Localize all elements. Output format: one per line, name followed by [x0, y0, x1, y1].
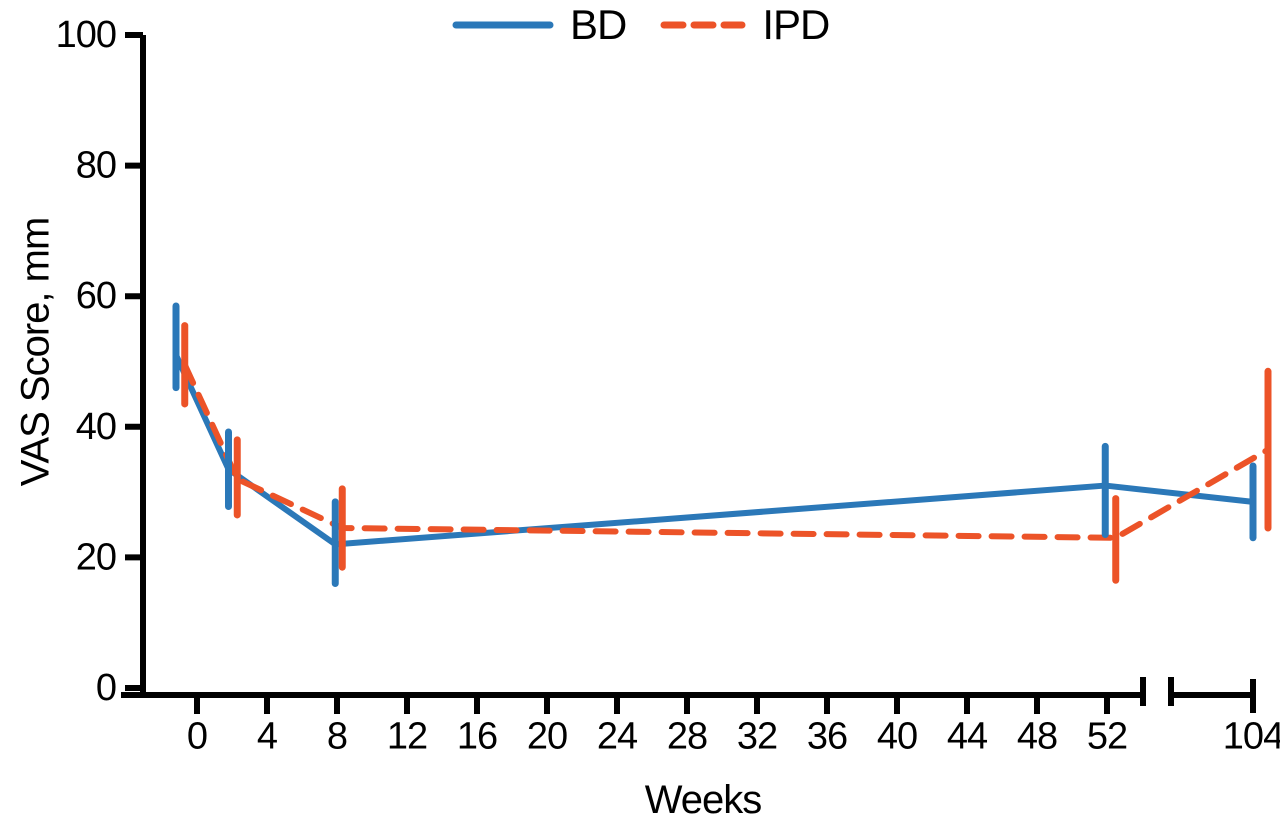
legend-label-bd: BD	[570, 1, 627, 48]
y-tick-label: 80	[76, 145, 116, 187]
x-tick-label: 36	[807, 715, 847, 757]
x-tick-label: 32	[737, 715, 777, 757]
y-tick-label: 0	[96, 667, 116, 709]
x-tick-label: 48	[1017, 715, 1057, 757]
x-tick-label: 8	[327, 715, 347, 757]
legend-item-bd: BD	[452, 1, 627, 48]
legend-item-ipd: IPD	[660, 1, 830, 48]
x-tick-label: 4	[257, 715, 278, 757]
y-tick-label: 100	[56, 14, 116, 56]
y-tick-label: 40	[76, 406, 116, 448]
x-tick-label: 44	[947, 715, 988, 757]
x-tick-label: 28	[667, 715, 707, 757]
y-tick-label: 20	[76, 536, 116, 578]
x-tick-label: 0	[187, 715, 207, 757]
x-tick-label: 40	[877, 715, 917, 757]
x-tick-label: 16	[457, 715, 497, 757]
legend-label-ipd: IPD	[762, 1, 830, 48]
legend: BD IPD	[452, 1, 830, 48]
x-tick-label: 24	[597, 715, 638, 757]
x-tick-label: 52	[1087, 715, 1127, 757]
x-tick-label: 104	[1223, 715, 1280, 757]
y-tick-label: 60	[76, 275, 116, 317]
x-tick-label: 20	[527, 715, 567, 757]
y-axis-title: VAS Score, mm	[13, 217, 58, 487]
x-tick-label: 12	[387, 715, 427, 757]
solid-line-icon	[452, 21, 554, 29]
x-axis-title: Weeks	[644, 778, 763, 820]
dashed-line-icon	[660, 21, 746, 29]
